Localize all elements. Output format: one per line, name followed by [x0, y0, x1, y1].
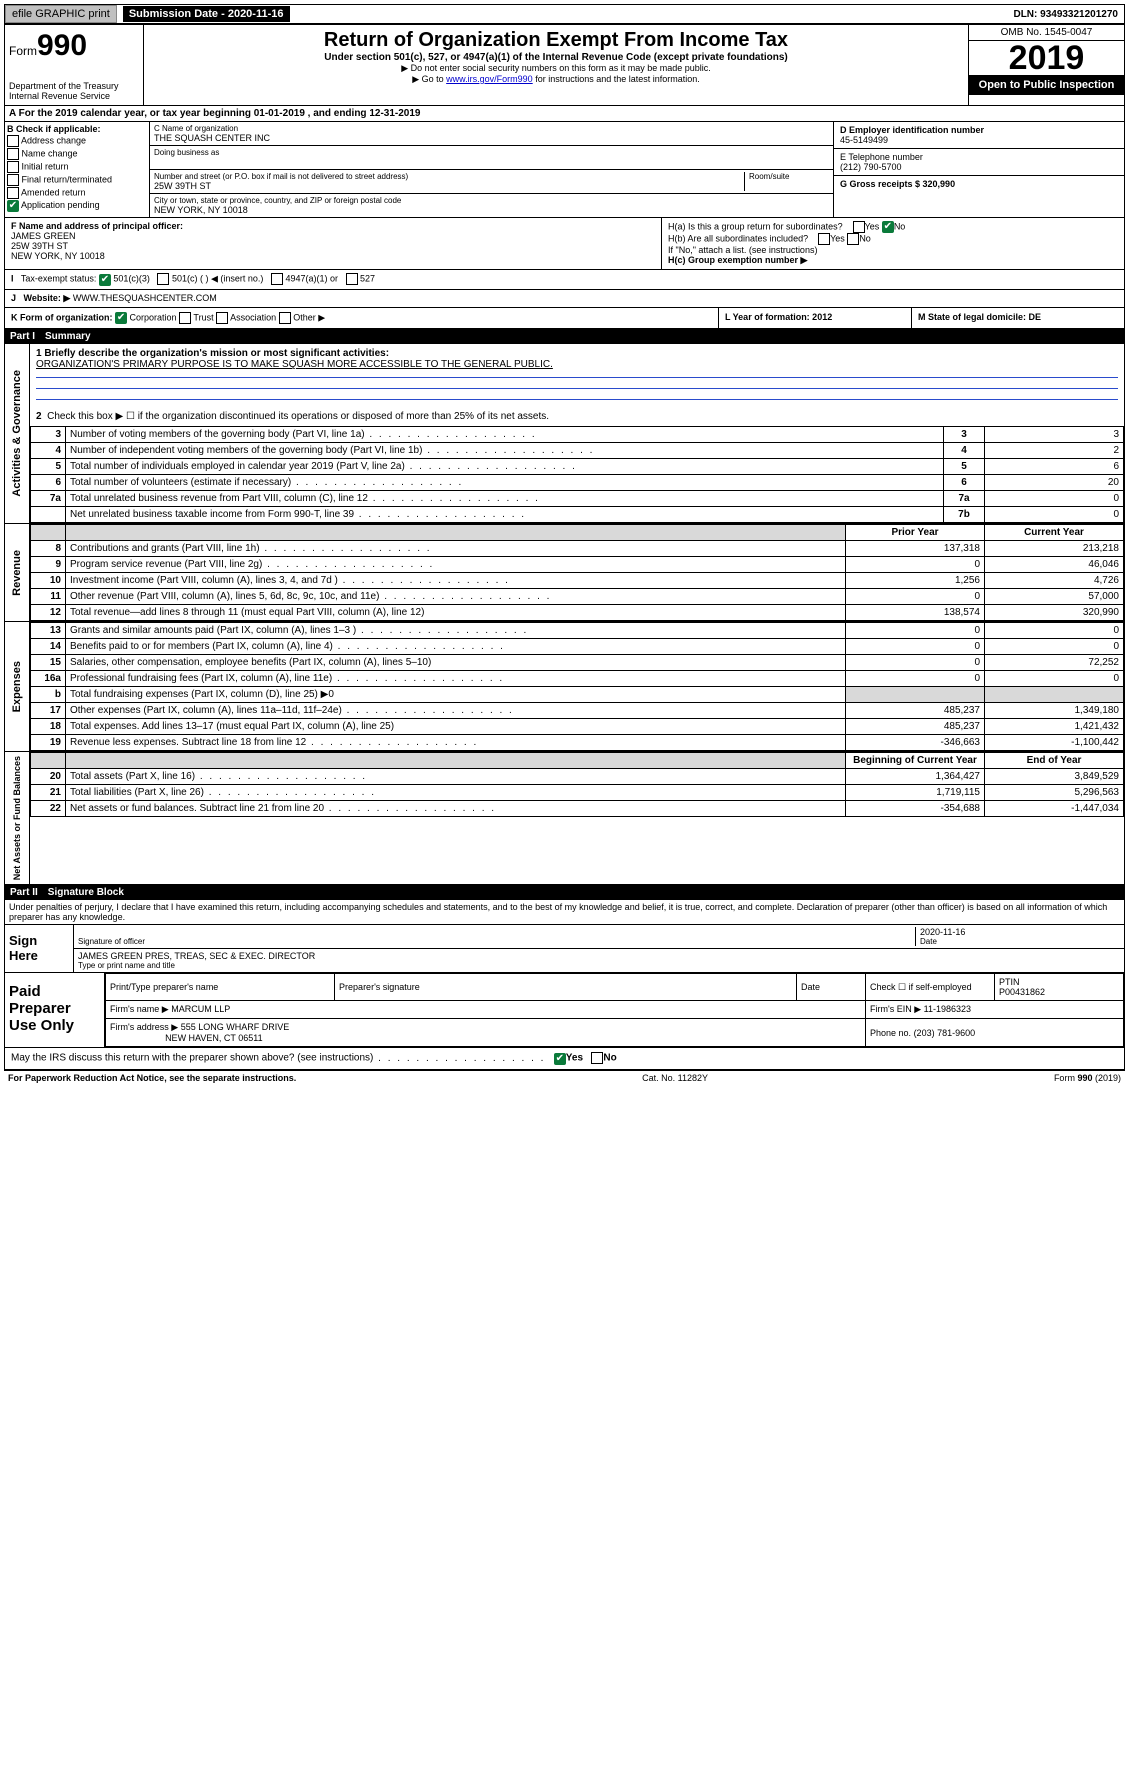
section-expenses: Expenses 13Grants and similar amounts pa… [4, 622, 1125, 752]
box-hc: H(c) Group exemption number ▶ [668, 255, 1118, 266]
entity-block: B Check if applicable: Address change Na… [4, 122, 1125, 218]
irs-link[interactable]: www.irs.gov/Form990 [446, 74, 533, 84]
box-l: L Year of formation: 2012 [725, 312, 832, 322]
box-f-label: F Name and address of principal officer: [11, 221, 183, 231]
side-net: Net Assets or Fund Balances [10, 752, 24, 884]
sig-date: 2020-11-16 [920, 927, 1120, 937]
dept-treasury: Department of the Treasury [9, 81, 139, 91]
box-j-label: Website: ▶ [24, 293, 71, 303]
irs-label: Internal Revenue Service [9, 91, 139, 101]
form-subtitle-1: Under section 501(c), 527, or 4947(a)(1)… [148, 52, 964, 63]
box-m: M State of legal domicile: DE [918, 312, 1041, 322]
room-suite-label: Room/suite [749, 172, 829, 181]
discuss-row: May the IRS discuss this return with the… [4, 1048, 1125, 1070]
officer-addr1: 25W 39TH ST [11, 241, 68, 251]
cb-amended-return[interactable]: Amended return [7, 187, 147, 199]
phone-value: (212) 790-5700 [840, 162, 902, 172]
firm-ein: 11-1986323 [924, 1004, 971, 1014]
pra-notice: For Paperwork Reduction Act Notice, see … [8, 1073, 296, 1083]
cb-final-return[interactable]: Final return/terminated [7, 174, 147, 186]
paid-preparer-block: Paid Preparer Use Only Print/Type prepar… [4, 973, 1125, 1048]
box-d-label: D Employer identification number [840, 125, 984, 135]
cat-no: Cat. No. 11282Y [642, 1073, 708, 1083]
cb-address-change[interactable]: Address change [7, 135, 147, 147]
box-b-label: B Check if applicable: [7, 124, 101, 134]
expenses-table: 13Grants and similar amounts paid (Part … [30, 622, 1124, 751]
row-f-h: F Name and address of principal officer:… [4, 218, 1125, 270]
section-revenue: Revenue Prior YearCurrent Year 8Contribu… [4, 524, 1125, 622]
box-c-name-label: C Name of organization [154, 124, 829, 133]
part1-header: Part ISummary [4, 329, 1125, 344]
submission-date-badge: Submission Date - 2020-11-16 [123, 6, 290, 22]
ptin-value: P00431862 [999, 987, 1045, 997]
box-c-dba-label: Doing business as [154, 148, 829, 157]
cb-application-pending[interactable]: ✔ Application pending [7, 200, 147, 212]
org-street: 25W 39TH ST [154, 181, 744, 191]
org-name: THE SQUASH CENTER INC [154, 133, 829, 143]
line2-text: Check this box ▶ ☐ if the organization d… [47, 411, 549, 422]
row-a-period: A For the 2019 calendar year, or tax yea… [4, 106, 1125, 122]
mission-text: ORGANIZATION'S PRIMARY PURPOSE IS TO MAK… [36, 359, 553, 370]
sig-officer-label: Signature of officer [78, 937, 915, 946]
form-subtitle-2: ▶ Do not enter social security numbers o… [148, 63, 964, 74]
box-c-addr-label: Number and street (or P.O. box if mail i… [154, 172, 744, 181]
box-c-city-label: City or town, state or province, country… [154, 196, 829, 205]
open-public-badge: Open to Public Inspection [969, 75, 1124, 95]
revenue-table: Prior YearCurrent Year 8Contributions an… [30, 524, 1124, 621]
efile-print-button[interactable]: efile GRAPHIC print [5, 5, 117, 23]
section-net-assets: Net Assets or Fund Balances Beginning of… [4, 752, 1125, 885]
firm-addr: 555 LONG WHARF DRIVE [181, 1022, 290, 1032]
dln-label: DLN: 93493321201270 [1013, 9, 1124, 20]
form-header: Form990 Department of the Treasury Inter… [4, 24, 1125, 106]
part2-header: Part IISignature Block [4, 885, 1125, 900]
governance-table: 3Number of voting members of the governi… [30, 426, 1124, 523]
officer-addr2: NEW YORK, NY 10018 [11, 251, 105, 261]
firm-phone: (203) 781-9600 [914, 1028, 976, 1038]
box-hb-note: If "No," attach a list. (see instruction… [668, 245, 1118, 255]
page-footer: For Paperwork Reduction Act Notice, see … [4, 1070, 1125, 1085]
net-assets-table: Beginning of Current YearEnd of Year 20T… [30, 752, 1124, 817]
section-governance: Activities & Governance 1 Briefly descri… [4, 344, 1125, 524]
firm-addr2: NEW HAVEN, CT 06511 [165, 1033, 263, 1043]
side-expenses: Expenses [9, 657, 25, 716]
officer-name: JAMES GREEN [11, 231, 76, 241]
form-subtitle-3: ▶ Go to www.irs.gov/Form990 for instruct… [148, 74, 964, 85]
box-e-label: E Telephone number [840, 152, 923, 162]
box-i-label: Tax-exempt status: [21, 274, 97, 284]
side-revenue: Revenue [9, 546, 25, 600]
line1-label: 1 Briefly describe the organization's mi… [36, 348, 389, 359]
box-g-label: G Gross receipts $ 320,990 [840, 179, 955, 189]
sign-here-label: Sign Here [5, 925, 74, 972]
signature-block: Sign Here Signature of officer 2020-11-1… [4, 925, 1125, 973]
officer-printed-name: JAMES GREEN PRES, TREAS, SEC & EXEC. DIR… [78, 951, 1120, 961]
website-value: WWW.THESQUASHCENTER.COM [73, 293, 217, 303]
cb-initial-return[interactable]: Initial return [7, 161, 147, 173]
ein-value: 45-5149499 [840, 135, 888, 145]
form-ref: Form 990 (2019) [1054, 1073, 1121, 1083]
firm-name: MARCUM LLP [171, 1004, 230, 1014]
form-number: Form990 [9, 29, 139, 63]
cb-name-change[interactable]: Name change [7, 148, 147, 160]
org-city: NEW YORK, NY 10018 [154, 205, 829, 215]
box-ha: H(a) Is this a group return for subordin… [668, 221, 1118, 233]
form-title: Return of Organization Exempt From Incom… [148, 29, 964, 52]
box-hb: H(b) Are all subordinates included? Yes … [668, 233, 1118, 245]
top-toolbar: efile GRAPHIC print Submission Date - 20… [4, 4, 1125, 24]
side-governance: Activities & Governance [9, 366, 25, 501]
perjury-statement: Under penalties of perjury, I declare th… [4, 900, 1125, 925]
sig-date-label: Date [920, 937, 1120, 946]
row-i-j: I Tax-exempt status: ✔ 501(c)(3) 501(c) … [4, 270, 1125, 307]
tax-year: 2019 [969, 41, 1124, 75]
officer-name-label: Type or print name and title [78, 961, 1120, 970]
paid-preparer-label: Paid Preparer Use Only [5, 973, 105, 1047]
row-klm: K Form of organization: ✔ Corporation Tr… [4, 308, 1125, 329]
